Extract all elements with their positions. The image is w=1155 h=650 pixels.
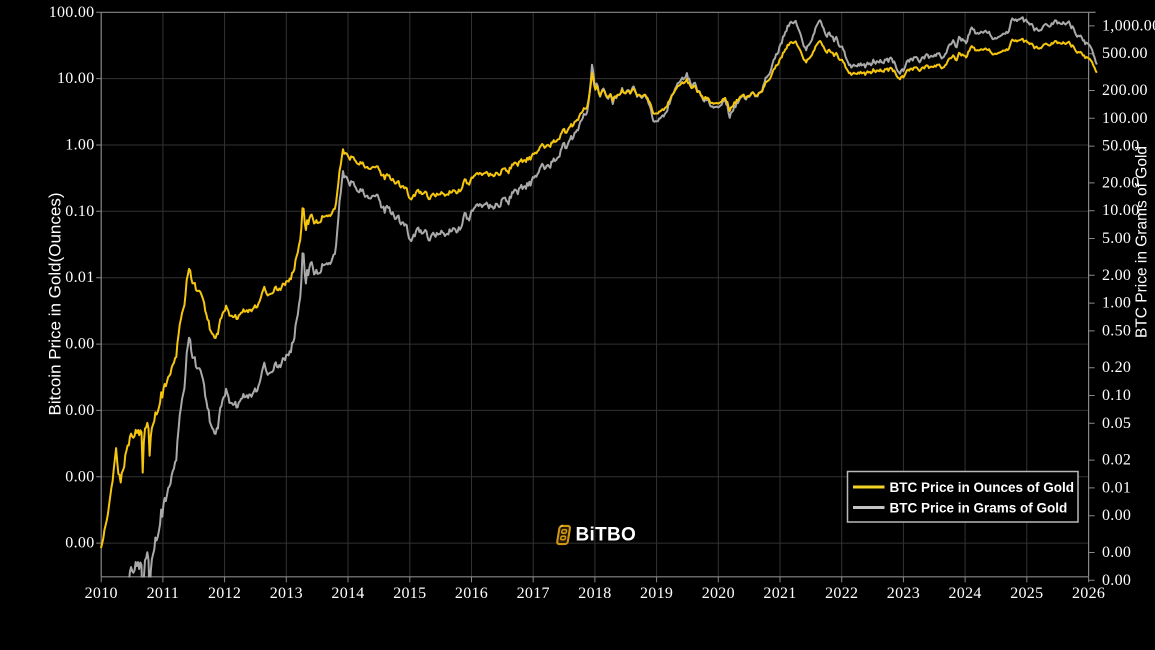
svg-text:100.00: 100.00	[49, 4, 95, 21]
svg-text:0.01: 0.01	[65, 269, 94, 286]
svg-text:2019: 2019	[640, 585, 673, 602]
svg-text:2014: 2014	[331, 585, 364, 602]
svg-text:2011: 2011	[147, 585, 180, 602]
svg-text:1,000.00: 1,000.00	[1102, 17, 1155, 34]
svg-text:2.00: 2.00	[1102, 267, 1131, 284]
svg-text:0.00: 0.00	[1102, 572, 1131, 589]
svg-text:2020: 2020	[702, 585, 735, 602]
svg-text:Bitcoin Price in Gold(Ounces): Bitcoin Price in Gold(Ounces)	[46, 193, 65, 416]
svg-text:0.10: 0.10	[65, 203, 94, 220]
svg-text:0.10: 0.10	[1102, 387, 1131, 404]
svg-text:0.00: 0.00	[65, 336, 94, 353]
svg-text:0.20: 0.20	[1102, 359, 1131, 376]
svg-text:500.00: 500.00	[1102, 45, 1148, 62]
svg-text:1.00: 1.00	[65, 137, 94, 154]
svg-text:0.00: 0.00	[1102, 544, 1131, 561]
svg-text:2018: 2018	[578, 585, 611, 602]
svg-text:0.00: 0.00	[65, 402, 94, 419]
svg-text:0.00: 0.00	[65, 535, 94, 552]
svg-text:2013: 2013	[270, 585, 303, 602]
svg-text:0.02: 0.02	[1102, 452, 1131, 469]
svg-text:0.01: 0.01	[1102, 479, 1131, 496]
svg-text:10.00: 10.00	[57, 70, 95, 87]
svg-text:200.00: 200.00	[1102, 82, 1148, 99]
svg-text:2024: 2024	[948, 585, 981, 602]
svg-text:BTC Price in Grams of Gold: BTC Price in Grams of Gold	[890, 500, 1068, 515]
svg-text:2025: 2025	[1010, 585, 1043, 602]
svg-text:BTC Price in Ounces of Gold: BTC Price in Ounces of Gold	[890, 480, 1075, 495]
svg-text:2016: 2016	[455, 585, 488, 602]
svg-text:2017: 2017	[517, 585, 550, 602]
svg-text:100.00: 100.00	[1102, 110, 1148, 127]
svg-text:0.05: 0.05	[1102, 415, 1131, 432]
svg-text:50.00: 50.00	[1102, 138, 1140, 155]
svg-text:2012: 2012	[208, 585, 241, 602]
svg-text:0.00: 0.00	[1102, 507, 1131, 524]
svg-text:5.00: 5.00	[1102, 230, 1131, 247]
svg-text:2023: 2023	[887, 585, 920, 602]
svg-text:0.00: 0.00	[65, 468, 94, 485]
svg-text:2026: 2026	[1072, 585, 1105, 602]
svg-text:0.50: 0.50	[1102, 322, 1131, 339]
svg-text:20.00: 20.00	[1102, 174, 1140, 191]
svg-text:2010: 2010	[85, 585, 118, 602]
svg-text:2022: 2022	[825, 585, 858, 602]
svg-text:10.00: 10.00	[1102, 202, 1140, 219]
svg-text:2021: 2021	[763, 585, 796, 602]
svg-text:2015: 2015	[393, 585, 426, 602]
svg-text:BTC Price in Grams of Gold: BTC Price in Grams of Gold	[1134, 146, 1151, 338]
svg-text:1.00: 1.00	[1102, 295, 1131, 312]
svg-text:BiTBO: BiTBO	[576, 525, 637, 546]
